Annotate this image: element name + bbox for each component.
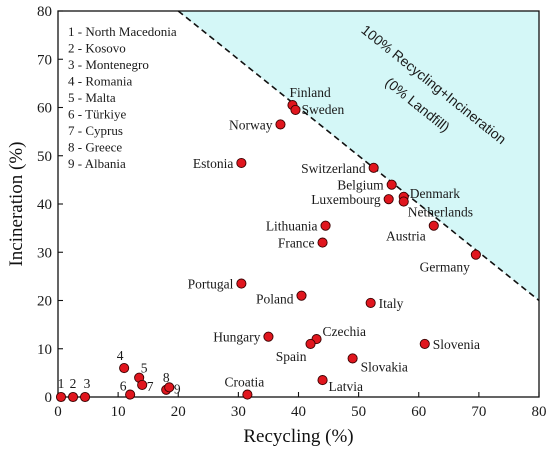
data-point — [398, 196, 409, 207]
data-point — [317, 375, 328, 386]
y-tick-label: 20 — [37, 294, 52, 310]
data-point — [317, 237, 328, 248]
legend: 1 - North Macedonia 2 - Kosovo 3 - Monte… — [68, 24, 177, 171]
data-label: Denmark — [410, 186, 460, 201]
data-label: Estonia — [193, 156, 234, 171]
data-label: Croatia — [225, 375, 265, 390]
data-label: Switzerland — [301, 161, 366, 176]
data-point — [164, 382, 175, 393]
legend-entry: 7 - Cyprus — [68, 123, 123, 138]
x-tick-label: 60 — [411, 404, 426, 420]
data-point — [419, 338, 430, 349]
data-label: Lithuania — [266, 219, 318, 234]
data-label: Spain — [276, 349, 307, 364]
data-label: 7 — [147, 379, 154, 394]
legend-entry: 1 - North Macedonia — [68, 24, 177, 39]
data-label: Slovakia — [361, 359, 408, 374]
data-label: Poland — [256, 292, 294, 307]
data-label: 2 — [70, 376, 77, 391]
data-point — [368, 162, 379, 173]
data-label: Luxembourg — [311, 192, 381, 207]
data-point — [320, 220, 331, 231]
x-tick-label: 80 — [532, 404, 547, 420]
y-tick-label: 60 — [37, 101, 52, 117]
legend-entry: 6 - Türkiye — [68, 107, 126, 122]
x-tick-label: 0 — [54, 404, 62, 420]
x-tick-label: 70 — [471, 404, 486, 420]
x-axis-title: Recycling (%) — [243, 426, 353, 447]
data-label: Austria — [386, 229, 426, 244]
y-tick-label: 70 — [37, 52, 52, 68]
data-labels: Finland Sweden Norway Estonia Switzerland Bel… — [58, 85, 480, 396]
y-tick-label: 30 — [37, 245, 52, 261]
data-point — [428, 220, 439, 231]
data-label: Germany — [420, 260, 470, 275]
data-point — [80, 391, 91, 403]
data-label: France — [278, 236, 315, 251]
y-tick-label: 10 — [37, 342, 52, 358]
data-points — [55, 100, 481, 403]
data-label: 9 — [174, 381, 181, 396]
data-point — [137, 379, 148, 390]
data-point — [67, 391, 79, 403]
data-point — [55, 391, 67, 403]
legend-entry: 5 - Malta — [68, 90, 116, 105]
data-point — [236, 157, 247, 169]
data-label: Latvia — [329, 379, 363, 394]
x-tick-label: 40 — [291, 404, 306, 420]
axis-ticks: 00 10 10 20 20 30 30 40 40 50 50 60 60 70 70 80 80 — [37, 4, 547, 420]
data-point — [242, 389, 253, 400]
data-point — [125, 389, 136, 400]
legend-entry: 2 - Kosovo — [68, 41, 126, 56]
data-label: Finland — [289, 85, 331, 100]
data-label: 5 — [141, 361, 148, 376]
data-point — [119, 362, 130, 374]
x-tick-label: 20 — [171, 404, 186, 420]
data-label: Portugal — [188, 277, 234, 292]
y-axis-title: Incineration (%) — [6, 141, 27, 266]
data-point — [305, 338, 316, 349]
data-label: Norway — [229, 117, 273, 132]
y-tick-label: 50 — [37, 149, 52, 165]
legend-entry: 8 - Greece — [68, 140, 122, 155]
data-label: 8 — [163, 370, 170, 385]
x-tick-label: 10 — [111, 404, 126, 420]
data-point — [263, 331, 274, 342]
data-point — [470, 249, 481, 260]
data-point — [296, 290, 307, 301]
data-point — [236, 278, 247, 289]
data-label: Slovenia — [433, 337, 480, 352]
legend-entry: 9 - Albania — [68, 156, 126, 171]
data-point — [365, 297, 376, 308]
data-label: Italy — [379, 296, 404, 311]
y-tick-label: 0 — [45, 390, 53, 406]
legend-entry: 4 - Romania — [68, 74, 132, 89]
data-label: 6 — [120, 379, 127, 394]
plot-frame — [57, 10, 540, 398]
y-tick-label: 80 — [37, 4, 52, 20]
data-label: 1 — [58, 376, 65, 391]
legend-entry: 3 - Montenegro — [68, 57, 149, 72]
data-label: Belgium — [337, 178, 384, 193]
data-label: Czechia — [323, 324, 366, 339]
data-label: Netherlands — [408, 205, 473, 220]
x-tick-label: 50 — [351, 404, 366, 420]
x-tick-label: 30 — [231, 404, 246, 420]
data-label: 4 — [117, 348, 124, 363]
data-point — [290, 104, 301, 115]
data-point — [386, 179, 397, 190]
data-point — [383, 194, 394, 205]
y-tick-label: 40 — [37, 197, 52, 213]
data-point — [347, 353, 358, 364]
data-point — [275, 119, 286, 130]
data-label: Sweden — [301, 102, 344, 117]
data-label: Hungary — [213, 330, 260, 345]
data-label: 3 — [84, 376, 91, 391]
